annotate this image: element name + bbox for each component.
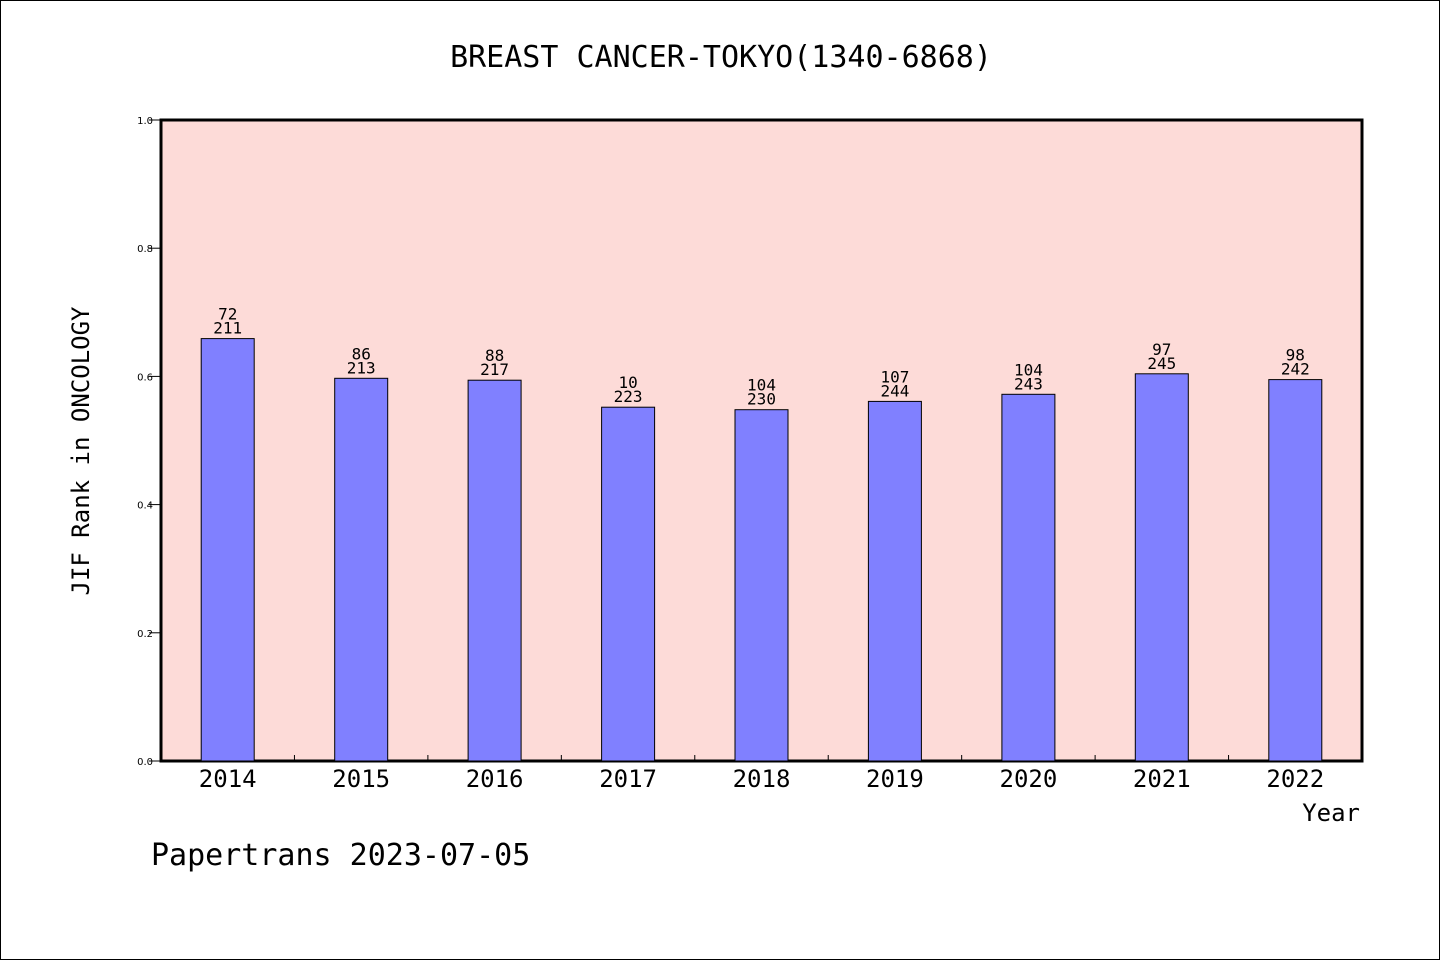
bar-label-total: 230 xyxy=(747,390,776,409)
y-tick-label: 0.0 xyxy=(137,757,153,768)
bar-label-rank: 107 xyxy=(880,367,909,386)
x-tick-label: 2017 xyxy=(599,765,657,793)
bar-label-rank: 97 xyxy=(1152,340,1171,359)
bar xyxy=(200,338,255,762)
bar-label-total: 243 xyxy=(1014,374,1043,393)
bar-label-rank: 104 xyxy=(1014,360,1043,379)
bar-label-rank: 98 xyxy=(1286,346,1305,365)
bar-label-total: 217 xyxy=(480,360,509,379)
bar-label-total: 244 xyxy=(880,381,909,400)
y-tick-label: 0.8 xyxy=(137,244,153,255)
x-axis-label: Year xyxy=(1302,799,1360,827)
bar xyxy=(1001,393,1056,762)
bar-label-rank: 10 xyxy=(618,373,637,392)
bar-label-total: 242 xyxy=(1281,360,1310,379)
x-tick-label: 2015 xyxy=(332,765,390,793)
y-axis: 0.0 0.2 0.4 0.6 0.8 1.0 xyxy=(137,116,161,768)
bar-label-total: 211 xyxy=(213,319,242,338)
x-tick-label: 2020 xyxy=(1000,765,1058,793)
bar-label-total: 213 xyxy=(347,358,376,377)
bar-label-total: 245 xyxy=(1147,354,1176,373)
bar-label-rank: 72 xyxy=(218,305,237,324)
x-tick-label: 2018 xyxy=(733,765,791,793)
x-tick-label: 2014 xyxy=(199,765,257,793)
y-axis-label: JIF Rank in ONCOLOGY xyxy=(67,306,95,596)
x-tick-label: 2022 xyxy=(1266,765,1324,793)
bar xyxy=(467,379,522,762)
x-tick-label: 2021 xyxy=(1133,765,1191,793)
x-axis: 2014 2015 2016 2017 2018 2019 2020 2021 2022 xyxy=(199,755,1324,793)
bar-label-rank: 88 xyxy=(485,346,504,365)
bar-label-rank: 86 xyxy=(352,344,371,363)
y-tick-label: 0.4 xyxy=(137,501,153,512)
y-tick-label: 1.0 xyxy=(137,116,153,127)
y-tick-label: 0.2 xyxy=(137,629,153,640)
y-tick-label: 0.6 xyxy=(137,372,153,383)
footer-credit: Papertrans 2023-07-05 xyxy=(151,838,530,873)
chart-title: BREAST CANCER-TOKYO(1340-6868) xyxy=(450,40,992,75)
bar-label-total: 223 xyxy=(614,387,643,406)
bar xyxy=(1268,379,1323,762)
bars-layer: 7221186213882171022310423010724410424397… xyxy=(200,305,1323,762)
bar xyxy=(1134,373,1189,762)
x-tick-label: 2019 xyxy=(866,765,924,793)
x-tick-label: 2016 xyxy=(466,765,524,793)
bar xyxy=(867,400,922,762)
bar xyxy=(334,377,389,762)
bar xyxy=(734,409,789,762)
bar xyxy=(601,406,656,762)
bar-label-rank: 104 xyxy=(747,376,776,395)
